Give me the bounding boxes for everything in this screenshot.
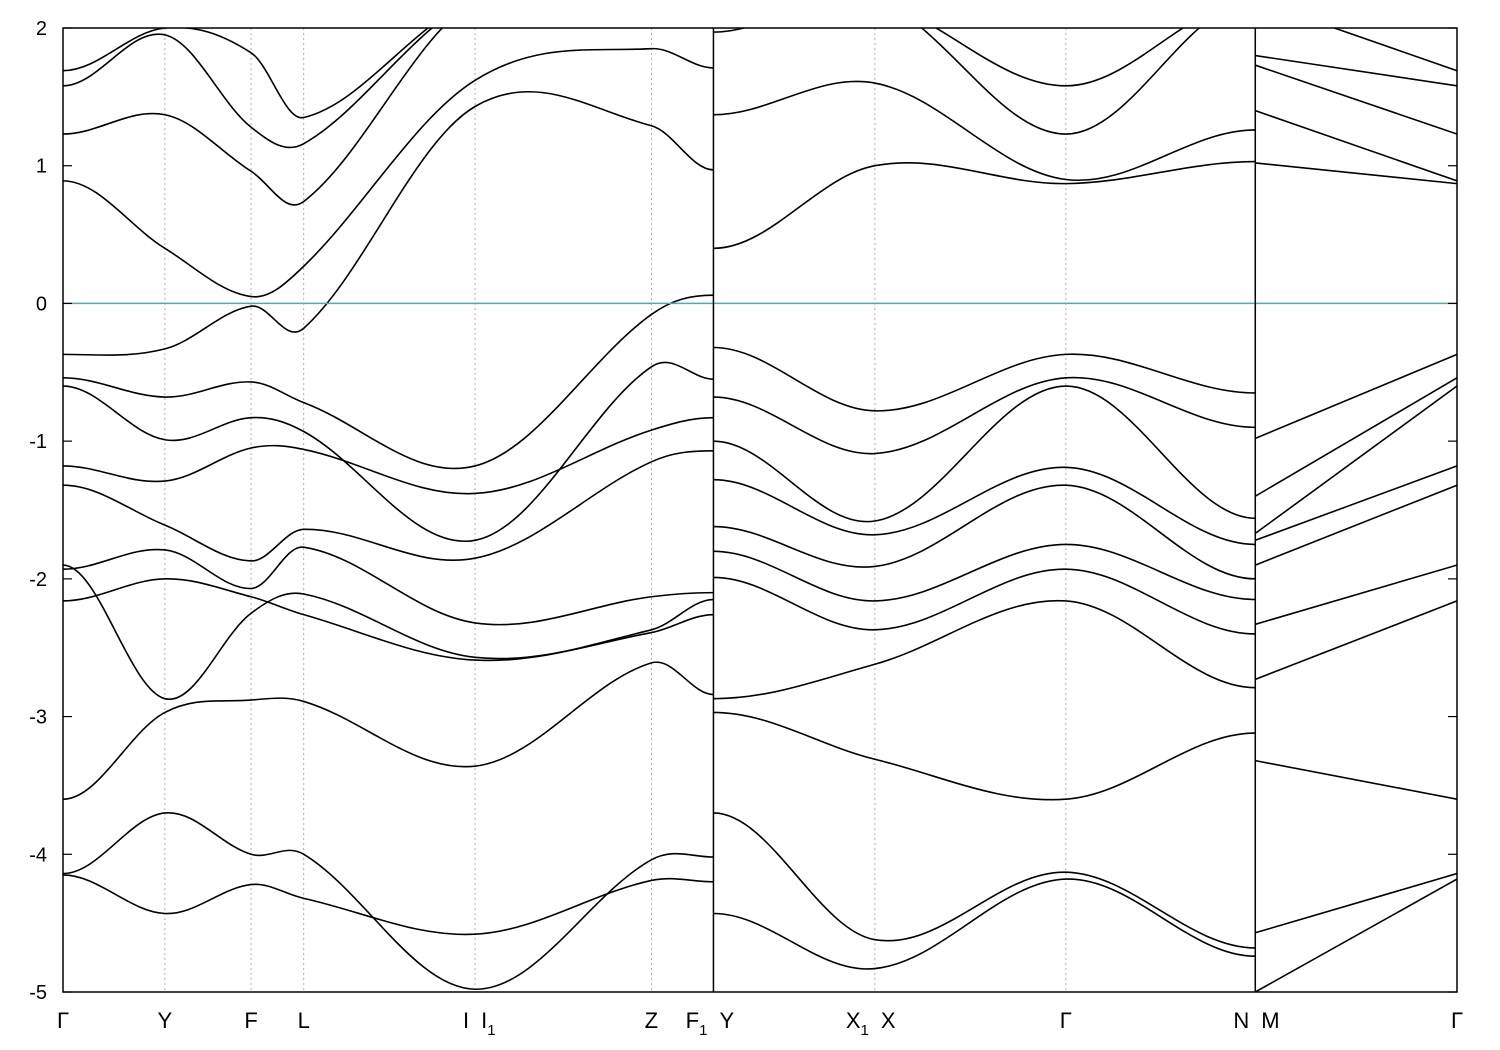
band-line-seg1-7 xyxy=(63,449,714,562)
band-line-seg2-9 xyxy=(713,385,1256,523)
band-line-seg3-5 xyxy=(1255,564,1457,626)
band-line-seg2-2 xyxy=(713,812,1256,949)
y-tick-label: -4 xyxy=(29,844,47,866)
band-line-seg2-11 xyxy=(713,346,1256,412)
y-axis: 2 1 0 -1 -2 -3 -4 -5 xyxy=(29,18,1457,1004)
plot-frame xyxy=(62,27,1458,993)
band-lines xyxy=(63,28,1457,992)
kpoint-label-k-y2: Y xyxy=(719,1008,734,1033)
band-line-seg1-15 xyxy=(63,28,430,119)
band-line-seg2-14 xyxy=(713,28,1201,135)
band-line-seg1-10 xyxy=(63,294,714,470)
band-line-seg2-15 xyxy=(934,28,1185,87)
kpoint-label-k-i1: I1 xyxy=(481,1008,495,1039)
kpoint-label-k-n: N xyxy=(1233,1008,1249,1033)
band-line-seg1-1 xyxy=(63,874,714,936)
band-line-seg1-3 xyxy=(63,661,714,800)
kpoint-label-k-i: I xyxy=(463,1008,469,1033)
kpoint-label-k-l: L xyxy=(298,1008,310,1033)
segment-separators xyxy=(712,28,1257,992)
kpoint-label-k-m: M xyxy=(1261,1008,1279,1033)
kpoint-label-k-y1: Y xyxy=(158,1008,173,1033)
band-line-seg3-7 xyxy=(1255,465,1457,542)
band-line-seg1-13 xyxy=(63,28,444,206)
band-line-seg3-14 xyxy=(1255,54,1457,87)
y-tick-label: -5 xyxy=(29,982,47,1004)
kpoint-label-k-f1: F1 xyxy=(686,1008,708,1039)
band-line-seg2-8 xyxy=(713,466,1256,546)
band-line-seg1-2 xyxy=(63,812,714,991)
band-line-seg3-9 xyxy=(1254,377,1457,497)
band-line-seg3-13 xyxy=(1255,64,1457,135)
band-line-seg2-10 xyxy=(713,376,1256,455)
band-line-seg3-10 xyxy=(1254,353,1457,440)
band-line-seg3-12 xyxy=(1255,109,1457,182)
band-line-seg3-8 xyxy=(1254,385,1457,535)
kpoint-label-k-gamma2: Γ xyxy=(1060,1008,1072,1033)
x-axis-kpoints: Γ Y F L I I1 Z F1 Y X1 X Γ N M Γ xyxy=(57,1008,1463,1039)
y-tick-label: 2 xyxy=(36,18,47,40)
y-tick-label: -3 xyxy=(29,707,47,729)
band-line-seg3-4 xyxy=(1254,600,1457,681)
y-tick-label: -2 xyxy=(29,569,47,591)
band-line-seg2-1 xyxy=(713,878,1256,970)
band-line-seg1-9 xyxy=(63,361,714,543)
band-line-seg1-4 xyxy=(63,578,714,662)
kpoint-label-k-x: X xyxy=(881,1008,896,1033)
band-line-seg3-2 xyxy=(1255,872,1457,934)
band-line-seg1-12 xyxy=(63,47,714,298)
band-line-seg2-4 xyxy=(713,599,1256,700)
kpoint-label-k-gamma1: Γ xyxy=(57,1008,69,1033)
kpoint-gridlines xyxy=(164,28,1256,992)
kpoint-label-k-f: F xyxy=(244,1008,257,1033)
band-line-seg2-3 xyxy=(713,711,1256,801)
band-line-seg1-5 xyxy=(63,564,714,700)
kpoint-label-k-gamma3: Γ xyxy=(1451,1008,1463,1033)
band-line-seg1-14 xyxy=(63,28,434,149)
band-line-seg2-5 xyxy=(713,568,1256,635)
y-tick-label: 1 xyxy=(36,156,47,178)
band-line-seg1-8 xyxy=(63,416,714,495)
band-line-seg2-7 xyxy=(713,484,1256,580)
band-line-seg2-13 xyxy=(713,80,1256,182)
band-line-seg2-12 xyxy=(713,160,1256,250)
kpoint-label-k-x1: X1 xyxy=(846,1008,869,1039)
band-line-seg3-3 xyxy=(1255,759,1457,800)
band-line-seg2-6 xyxy=(713,543,1256,602)
kpoint-label-k-z: Z xyxy=(645,1008,658,1033)
band-line-seg3-11 xyxy=(1255,162,1457,185)
y-tick-label: 0 xyxy=(36,293,47,315)
band-line-seg3-6 xyxy=(1254,484,1457,566)
y-tick-label: -1 xyxy=(29,431,47,453)
band-line-seg1-11 xyxy=(63,91,714,356)
band-line-seg3-15 xyxy=(1331,28,1457,72)
band-line-seg3-1 xyxy=(1254,878,1457,992)
band-line-seg1-6 xyxy=(63,546,714,626)
